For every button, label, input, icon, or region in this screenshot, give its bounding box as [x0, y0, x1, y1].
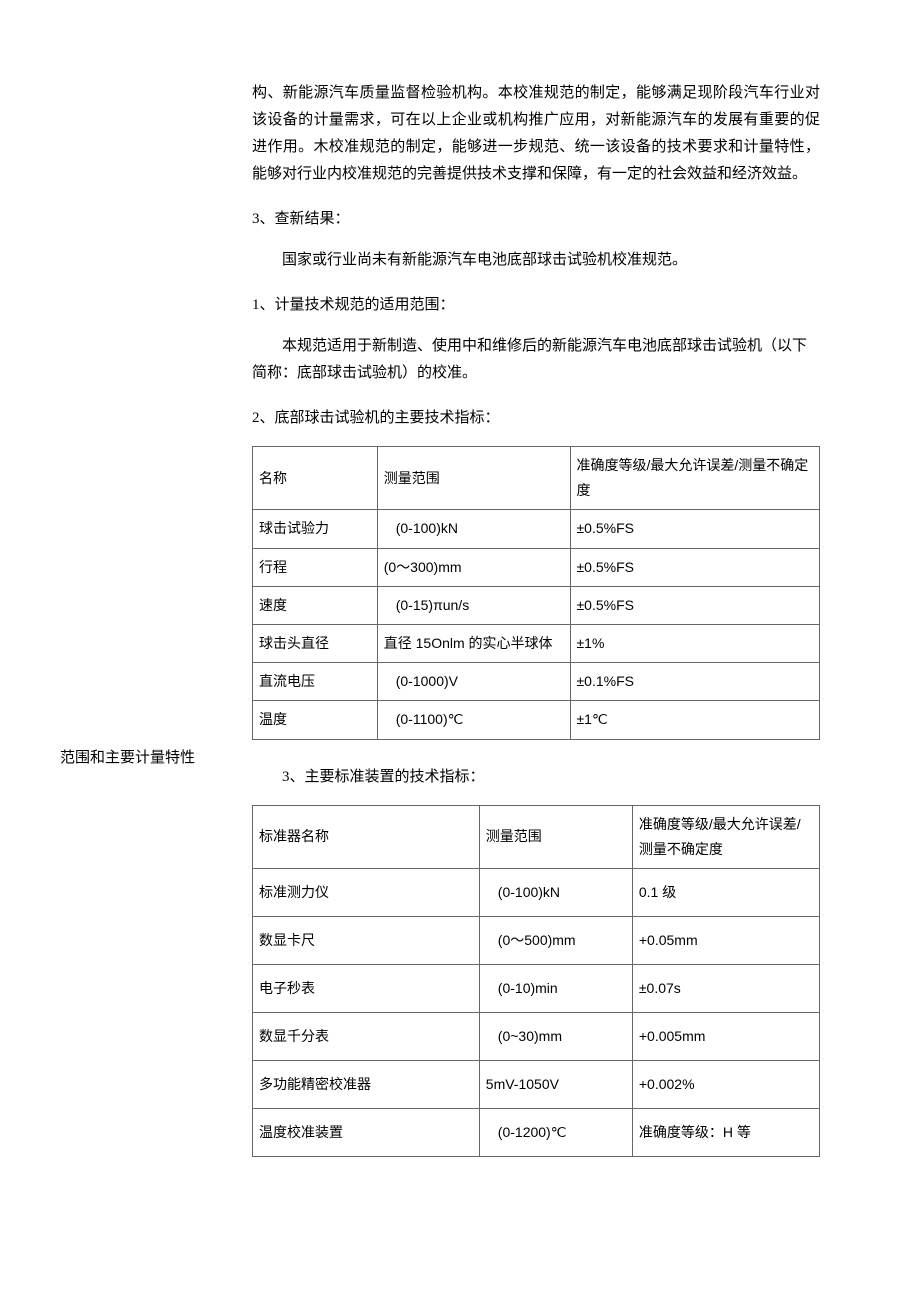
table-cell: ±0.5%FS: [570, 586, 820, 624]
table-row: 速度 (0-15)πun/s ±0.5%FS: [253, 586, 820, 624]
table-row: 名称 测量范围 准确度等级/最大允许误差/测量不确定度: [253, 447, 820, 510]
table-header-cell: 名称: [253, 447, 378, 510]
table-cell: 直流电压: [253, 663, 378, 701]
table-cell: ±0.5%FS: [570, 510, 820, 548]
intro-paragraph: 构、新能源汽车质量监督检验机构。本校准规范的制定，能够满足现阶段汽车行业对该设备…: [252, 80, 820, 188]
table-cell: 0.1 级: [632, 868, 819, 916]
table-cell: 电子秒表: [253, 964, 480, 1012]
section-label: 范围和主要计量特性: [60, 745, 195, 772]
right-column: 构、新能源汽车质量监督检验机构。本校准规范的制定，能够满足现阶段汽车行业对该设备…: [252, 80, 920, 1181]
table-cell: (0-10)min: [479, 964, 632, 1012]
table-cell: ±1℃: [570, 701, 820, 739]
table-row: 多功能精密校准器 5mV-1050V +0.002%: [253, 1060, 820, 1108]
table-cell: +0.05mm: [632, 916, 819, 964]
table-header-cell: 准确度等级/最大允许误差/测量不确定度: [632, 805, 819, 868]
table-row: 行程 (0～300)mm ±0.5%FS: [253, 548, 820, 586]
table-row: 数显千分表 (0~30)mm +0.005mm: [253, 1012, 820, 1060]
heading-3b: 3、主要标准装置的技术指标：: [252, 764, 820, 791]
table-cell: ±0.1%FS: [570, 663, 820, 701]
table-row: 球击试验力 (0-100)kN ±0.5%FS: [253, 510, 820, 548]
table-cell: 速度: [253, 586, 378, 624]
table-cell: 数显千分表: [253, 1012, 480, 1060]
table-tech-spec: 名称 测量范围 准确度等级/最大允许误差/测量不确定度 球击试验力 (0-100…: [252, 446, 820, 740]
table-header-cell: 标准器名称: [253, 805, 480, 868]
table-cell: 温度校准装置: [253, 1108, 480, 1156]
table-row: 直流电压 (0-1000)V ±0.1%FS: [253, 663, 820, 701]
table-cell: +0.005mm: [632, 1012, 819, 1060]
table-row: 数显卡尺 (0～500)mm +0.05mm: [253, 916, 820, 964]
table-cell: 5mV-1050V: [479, 1060, 632, 1108]
table-cell: (0-15)πun/s: [377, 586, 570, 624]
heading-2: 2、底部球击试验机的主要技术指标：: [252, 405, 820, 432]
table-row: 球击头直径 直径 15Onlm 的实心半球体 ±1%: [253, 624, 820, 662]
table-cell: (0～300)mm: [377, 548, 570, 586]
table-cell: 标准测力仪: [253, 868, 480, 916]
body-1: 本规范适用于新制造、使用中和维修后的新能源汽车电池底部球击试验机（以下简称：底部…: [252, 333, 820, 387]
table-cell: (0~30)mm: [479, 1012, 632, 1060]
body-3: 国家或行业尚未有新能源汽车电池底部球击试验机校准规范。: [252, 247, 820, 274]
left-column: 范围和主要计量特性: [0, 80, 240, 1181]
table-header-cell: 测量范围: [479, 805, 632, 868]
page: 范围和主要计量特性 构、新能源汽车质量监督检验机构。本校准规范的制定，能够满足现…: [0, 80, 920, 1181]
heading-1: 1、计量技术规范的适用范围：: [252, 292, 820, 319]
table-cell: ±1%: [570, 624, 820, 662]
table-row: 标准测力仪 (0-100)kN 0.1 级: [253, 868, 820, 916]
table-cell: ±0.5%FS: [570, 548, 820, 586]
table-cell: 直径 15Onlm 的实心半球体: [377, 624, 570, 662]
table-cell: (0-1000)V: [377, 663, 570, 701]
table-cell: (0～500)mm: [479, 916, 632, 964]
table-cell: 温度: [253, 701, 378, 739]
table-cell: 多功能精密校准器: [253, 1060, 480, 1108]
table-row: 温度 (0-1100)℃ ±1℃: [253, 701, 820, 739]
table-row: 电子秒表 (0-10)min ±0.07s: [253, 964, 820, 1012]
table-cell: 行程: [253, 548, 378, 586]
table-header-cell: 准确度等级/最大允许误差/测量不确定度: [570, 447, 820, 510]
table-cell: ±0.07s: [632, 964, 819, 1012]
table-cell: (0-100)kN: [377, 510, 570, 548]
table-cell: (0-1200)℃: [479, 1108, 632, 1156]
table-cell: 准确度等级：H 等: [632, 1108, 819, 1156]
table-cell: (0-1100)℃: [377, 701, 570, 739]
table-cell: +0.002%: [632, 1060, 819, 1108]
table-row: 温度校准装置 (0-1200)℃ 准确度等级：H 等: [253, 1108, 820, 1156]
table-cell: 数显卡尺: [253, 916, 480, 964]
heading-3: 3、查新结果：: [252, 206, 820, 233]
table-cell: (0-100)kN: [479, 868, 632, 916]
table-cell: 球击头直径: [253, 624, 378, 662]
table-header-cell: 测量范围: [377, 447, 570, 510]
table-row: 标准器名称 测量范围 准确度等级/最大允许误差/测量不确定度: [253, 805, 820, 868]
table-cell: 球击试验力: [253, 510, 378, 548]
table-standard-devices: 标准器名称 测量范围 准确度等级/最大允许误差/测量不确定度 标准测力仪 (0-…: [252, 805, 820, 1157]
